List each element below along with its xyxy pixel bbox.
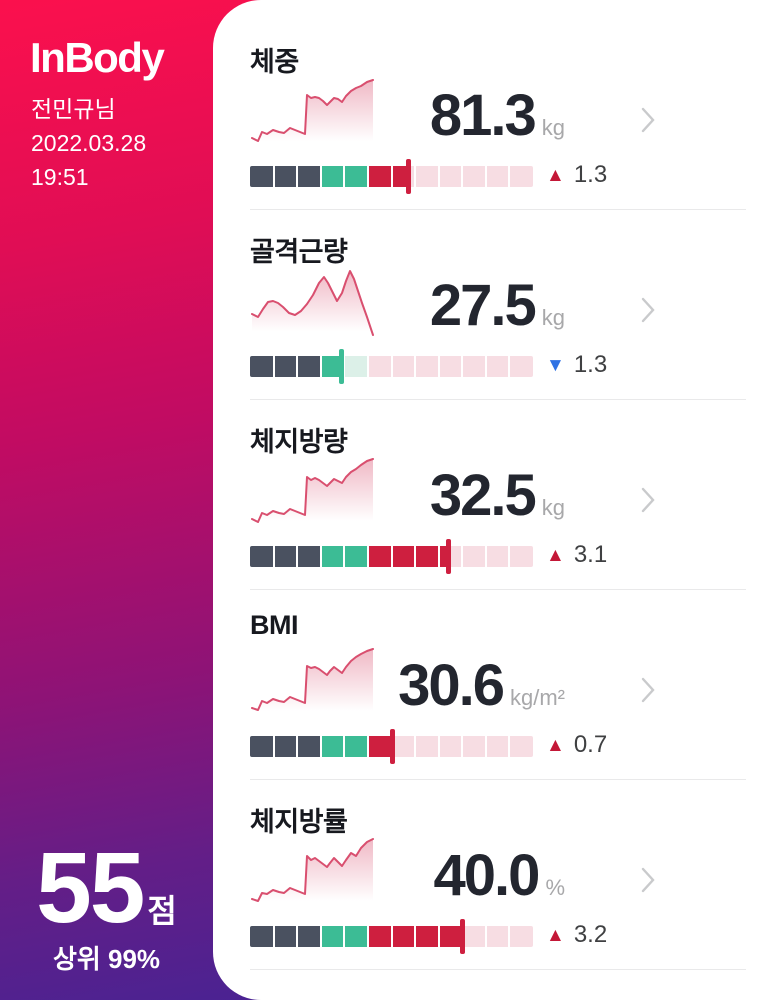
metric-unit: kg/m² — [510, 685, 565, 710]
change-indicator: ▲ 0.7 — [546, 729, 607, 761]
chevron-right-icon[interactable] — [635, 100, 661, 140]
metric-row-body-fat-percentage[interactable]: 체지방률 40.0 % ▲ 3.2 — [250, 780, 768, 970]
range-marker — [406, 159, 412, 194]
metric-unit: kg — [541, 305, 565, 330]
increase-icon: ▲ — [546, 164, 565, 186]
change-value: 0.7 — [573, 731, 608, 758]
chevron-right-icon[interactable] — [635, 290, 661, 330]
chevron-right-icon[interactable] — [635, 670, 661, 710]
range-marker — [389, 729, 395, 764]
range-bar — [250, 159, 533, 194]
metric-value: 32.5 — [429, 463, 537, 528]
metric-unit: kg — [541, 115, 565, 140]
trend-sparkline — [250, 646, 375, 722]
change-value: 3.1 — [573, 541, 608, 568]
trend-sparkline — [250, 76, 375, 152]
user-info: 전민규님 2022.03.28 19:51 — [31, 92, 146, 194]
metric-value-group: 30.6 kg/m² — [250, 653, 565, 718]
change-value: 1.3 — [573, 161, 608, 188]
range-bar — [250, 349, 533, 384]
trend-sparkline — [250, 836, 375, 912]
measurement-time: 19:51 — [31, 164, 89, 190]
metric-title: 체지방량 — [250, 427, 348, 457]
range-marker — [446, 539, 452, 574]
user-name: 전민규님 — [31, 96, 116, 122]
change-indicator: ▼ 1.3 — [546, 349, 607, 381]
metric-title: 골격근량 — [250, 237, 348, 267]
decrease-icon: ▼ — [546, 354, 565, 376]
range-bar — [250, 729, 533, 764]
chevron-right-icon[interactable] — [635, 860, 661, 900]
increase-icon: ▲ — [546, 924, 565, 946]
metric-value: 27.5 — [429, 273, 537, 338]
metric-value-group: 81.3 kg — [250, 83, 565, 148]
metric-row-weight[interactable]: 체중 81.3 kg ▲ 1.3 — [250, 20, 768, 210]
metric-unit: % — [545, 875, 565, 900]
percentile-label: 상위 99% — [52, 944, 161, 974]
change-indicator: ▲ 3.1 — [546, 539, 607, 571]
change-indicator: ▲ 1.3 — [546, 159, 607, 191]
metric-row-body-fat-mass[interactable]: 체지방량 32.5 kg ▲ 3.1 — [250, 400, 768, 590]
inbody-logo: InBody — [30, 34, 165, 81]
increase-icon: ▲ — [546, 544, 565, 566]
trend-sparkline — [250, 266, 375, 342]
sidebar: InBody 전민규님 2022.03.28 19:51 55 점 상위 99% — [0, 0, 213, 1000]
metric-row-bmi[interactable]: BMI 30.6 kg/m² ▲ 0.7 — [250, 590, 768, 780]
metric-title: 체지방률 — [250, 807, 348, 837]
metric-row-skeletal-muscle[interactable]: 골격근량 27.5 kg ▼ 1.3 — [250, 210, 768, 400]
measurement-date: 2022.03.28 — [31, 130, 147, 156]
inbody-score: 55 점 상위 99% — [0, 832, 213, 976]
metric-value-group: 27.5 kg — [250, 273, 565, 338]
metrics-card: 체중 81.3 kg ▲ 1.3 골격근량 27.5 kg ▼ 1.3 — [213, 0, 768, 1000]
metric-value: 40.0 — [433, 843, 541, 908]
range-marker — [460, 919, 466, 954]
score-value: 55 — [36, 832, 145, 944]
score-main: 55 점 — [0, 832, 213, 944]
increase-icon: ▲ — [546, 734, 565, 756]
metric-unit: kg — [541, 495, 565, 520]
metric-title: 체중 — [250, 47, 299, 77]
range-marker — [338, 349, 344, 384]
metric-value: 81.3 — [429, 83, 537, 148]
metric-value-group: 40.0 % — [250, 843, 565, 908]
metric-title: BMI — [250, 610, 299, 640]
score-unit: 점 — [147, 893, 177, 929]
range-bar — [250, 539, 533, 574]
trend-sparkline — [250, 456, 375, 532]
range-bar — [250, 919, 533, 954]
metric-value: 30.6 — [398, 653, 505, 718]
change-value: 3.2 — [573, 921, 608, 948]
metric-value-group: 32.5 kg — [250, 463, 565, 528]
chevron-right-icon[interactable] — [635, 480, 661, 520]
change-value: 1.3 — [573, 351, 608, 378]
change-indicator: ▲ 3.2 — [546, 919, 607, 951]
